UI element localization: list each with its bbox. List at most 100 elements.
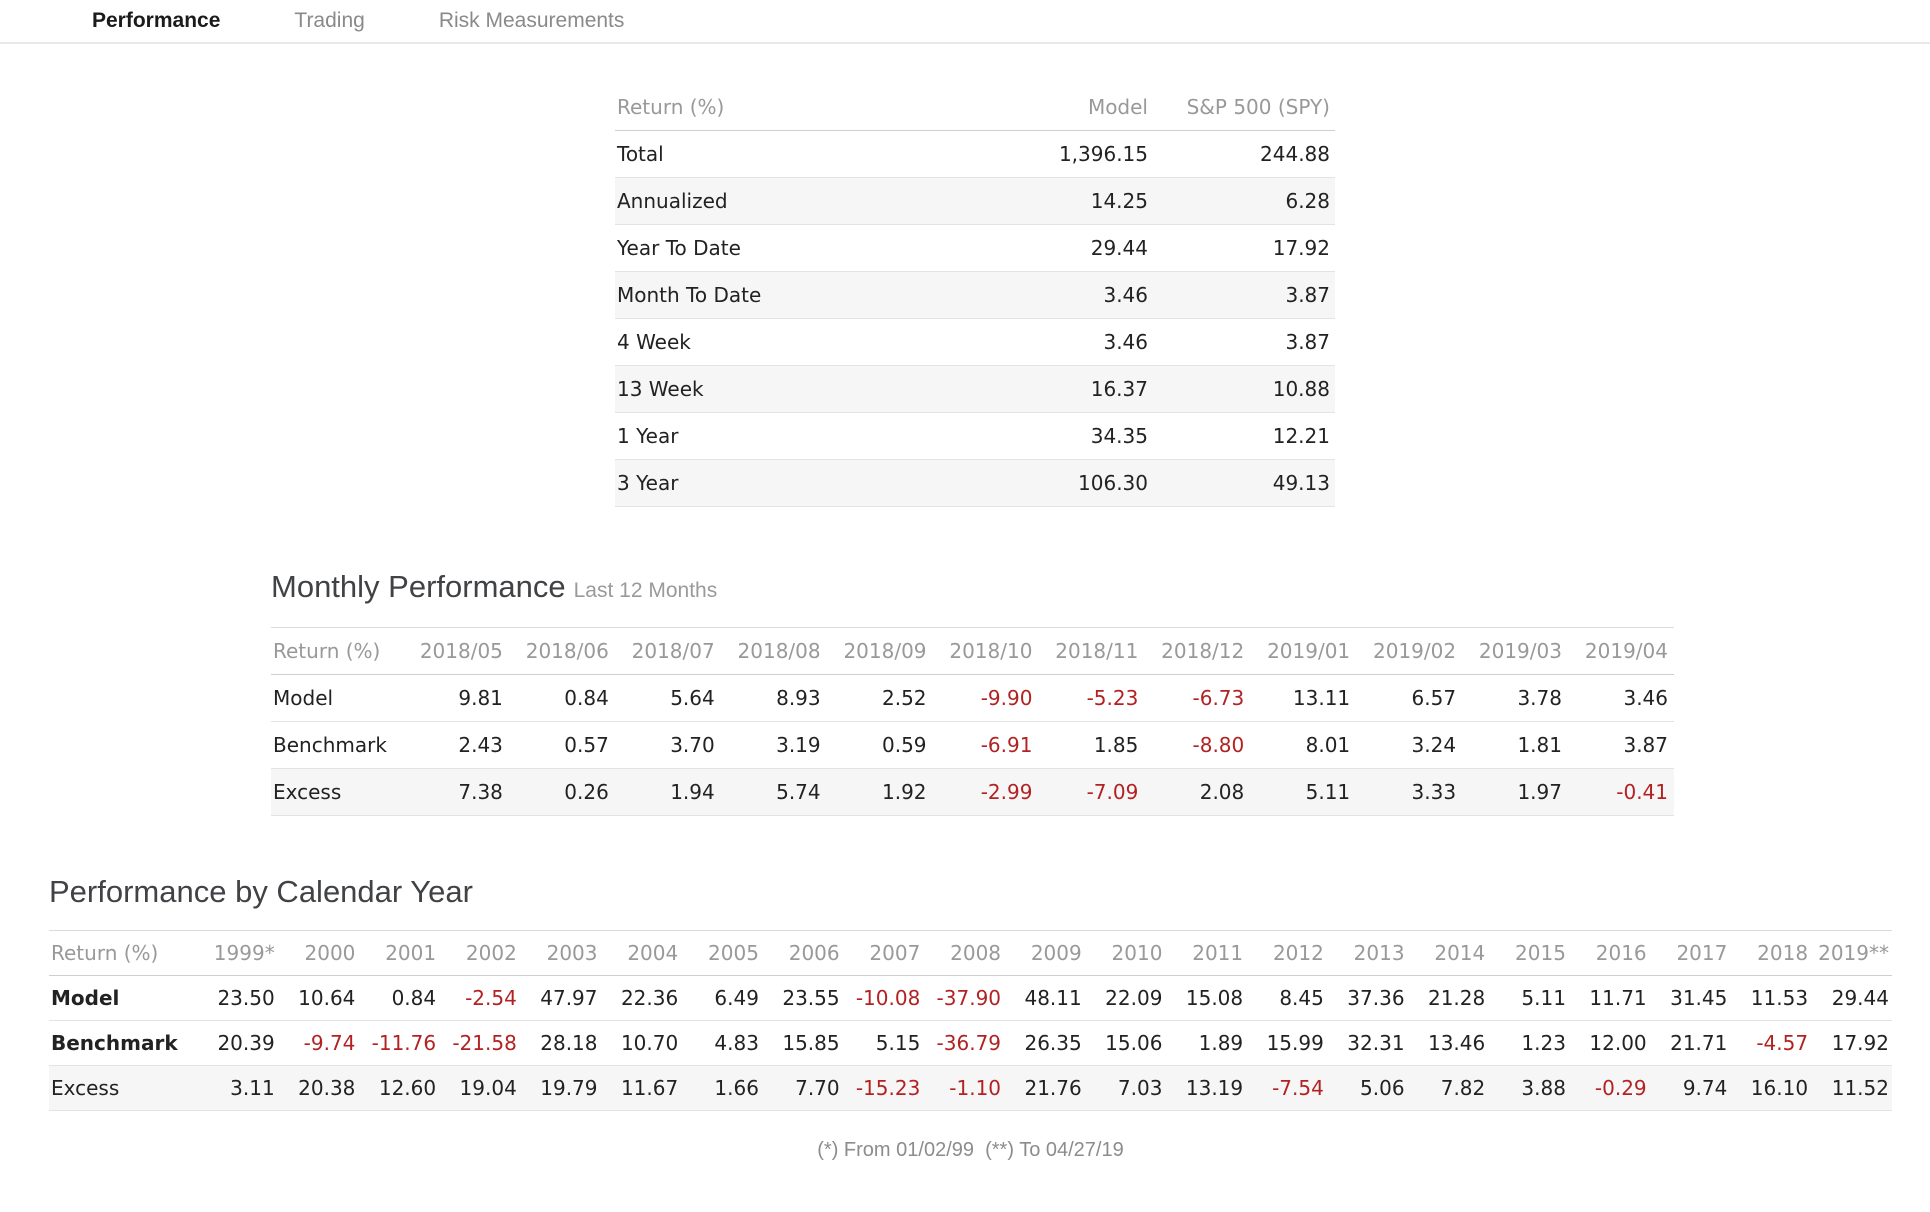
- column-header: 2019**: [1818, 941, 1889, 965]
- monthly-performance-title: Monthly Performance Last 12 Months: [271, 569, 1674, 605]
- value-cell: 7.70: [795, 1076, 840, 1100]
- returns-summary-table: Return (%) Model S&P 500 (SPY) Total 1,396.…: [615, 84, 1335, 507]
- table-row: 3 Year 106.30 49.13: [615, 459, 1335, 507]
- column-header: 2018/08: [737, 639, 821, 663]
- value-cell: 7.03: [1117, 1076, 1163, 1100]
- date-range-footnote: (*) From 01/02/99 (**) To 04/27/19: [817, 1139, 1124, 1161]
- column-header: 2001: [385, 941, 437, 965]
- table-row: Benchmark 20.39 -9.74 -11.76 -21.58 28.18 10.7…: [49, 1021, 1892, 1066]
- value-cell: 29.44: [1831, 986, 1889, 1010]
- returns-summary-section: Return (%) Model S&P 500 (SPY) Total 1,396.…: [615, 84, 1930, 507]
- table-corner-label: Return (%): [617, 95, 725, 119]
- value-cell: 17.92: [1831, 1031, 1889, 1055]
- value-cell: 1.23: [1521, 1031, 1566, 1055]
- value-cell: 20.38: [298, 1076, 356, 1100]
- row-label: Benchmark: [51, 1031, 178, 1055]
- value-cell: 0.59: [882, 733, 927, 757]
- value-cell: 13.11: [1292, 686, 1351, 710]
- value-cell: 1.89: [1198, 1031, 1244, 1055]
- value-cell: 21.71: [1670, 1031, 1728, 1055]
- value-cell: 8.45: [1279, 986, 1324, 1010]
- value-cell: 11.53: [1750, 986, 1809, 1010]
- value-cell: 7.38: [458, 780, 503, 804]
- value-cell: 6.28: [1285, 189, 1330, 213]
- value-cell: 3.19: [776, 733, 821, 757]
- row-label: Year To Date: [617, 236, 741, 260]
- value-cell: 11.71: [1589, 986, 1647, 1010]
- row-label: Excess: [51, 1076, 120, 1100]
- column-header: Model: [1087, 95, 1148, 119]
- monthly-performance-subtitle: Last 12 Months: [573, 579, 718, 602]
- value-cell: 48.11: [1024, 986, 1082, 1010]
- monthly-performance-title-text: Monthly Performance: [271, 569, 566, 604]
- value-cell: 22.09: [1105, 986, 1163, 1010]
- value-cell: -1.10: [949, 1076, 1002, 1100]
- value-cell: 11.52: [1831, 1076, 1889, 1100]
- column-header: 2004: [627, 941, 679, 965]
- value-cell: 23.55: [782, 986, 840, 1010]
- value-cell: 9.81: [458, 686, 503, 710]
- value-cell: 21.76: [1024, 1076, 1082, 1100]
- table-row: Benchmark 2.43 0.57 3.70 3.19 0.59 -6.91 1.85 -8…: [271, 722, 1674, 769]
- column-header: 2018/09: [843, 639, 927, 663]
- value-cell: 31.45: [1670, 986, 1728, 1010]
- value-cell: 1.92: [882, 780, 927, 804]
- row-label: Benchmark: [273, 733, 387, 757]
- table-row: 1 Year 34.35 12.21: [615, 413, 1335, 460]
- calendar-year-title: Performance by Calendar Year: [49, 874, 473, 909]
- value-cell: 10.64: [298, 986, 356, 1010]
- value-cell: 6.57: [1411, 686, 1457, 710]
- value-cell: 15.99: [1266, 1031, 1324, 1055]
- value-cell: 6.49: [714, 986, 759, 1010]
- table-row: Year To Date 29.44 17.92: [615, 225, 1335, 272]
- value-cell: 1.81: [1517, 733, 1562, 757]
- value-cell: 3.70: [670, 733, 715, 757]
- tab-trading[interactable]: Trading: [294, 9, 365, 32]
- value-cell: 0.26: [564, 780, 609, 804]
- value-cell: 12.60: [378, 1076, 437, 1100]
- value-cell: 16.10: [1750, 1076, 1809, 1100]
- value-cell: -10.08: [855, 986, 921, 1010]
- value-cell: 23.50: [217, 986, 275, 1010]
- value-cell: 3.87: [1285, 283, 1330, 307]
- column-header: 2008: [950, 941, 1002, 965]
- column-header: 2000: [304, 941, 356, 965]
- row-label: 3 Year: [617, 471, 679, 495]
- calendar-year-section: Performance by Calendar Year Return (%) 1…: [49, 874, 1892, 1162]
- tab-risk-measurements[interactable]: Risk Measurements: [438, 9, 625, 32]
- row-label: Model: [51, 986, 120, 1010]
- value-cell: 3.78: [1517, 686, 1562, 710]
- value-cell: 1,396.15: [1058, 142, 1148, 166]
- row-label: 1 Year: [617, 424, 679, 448]
- value-cell: 106.30: [1078, 471, 1148, 495]
- column-header: 2017: [1676, 941, 1728, 965]
- value-cell: -7.54: [1272, 1076, 1324, 1100]
- value-cell: 5.15: [875, 1031, 921, 1055]
- value-cell: -8.80: [1192, 733, 1245, 757]
- row-label: Total: [617, 142, 664, 166]
- table-row: Excess 3.11 20.38 12.60 19.04 19.79 11.67 1.66 7…: [49, 1065, 1892, 1111]
- value-cell: -4.57: [1756, 1031, 1809, 1055]
- value-cell: 3.33: [1411, 780, 1457, 804]
- column-header: 2018/07: [631, 639, 715, 663]
- value-cell: 3.88: [1521, 1076, 1566, 1100]
- value-cell: 29.44: [1090, 236, 1148, 260]
- value-cell: 11.67: [620, 1076, 679, 1100]
- value-cell: 1.66: [714, 1076, 759, 1100]
- tab-performance[interactable]: Performance: [92, 9, 221, 32]
- value-cell: 2.52: [882, 686, 927, 710]
- column-header: S&P 500 (SPY): [1186, 95, 1330, 119]
- header-row: Return (%) 1999* 2000 2001 2002 2003 2004 2005 2…: [49, 930, 1892, 976]
- column-header: 2005: [708, 941, 759, 965]
- calendar-year-table: Return (%) 1999* 2000 2001 2002 2003 2004 2005 2…: [49, 930, 1892, 1111]
- row-label: 4 Week: [617, 330, 691, 354]
- column-header: 2018/06: [525, 639, 609, 663]
- value-cell: 5.11: [1305, 780, 1351, 804]
- column-header: 2019/02: [1372, 639, 1457, 663]
- value-cell: 5.11: [1521, 986, 1566, 1010]
- table-corner-label: Return (%): [51, 941, 159, 965]
- value-cell: 10.88: [1272, 377, 1330, 401]
- value-cell: 5.06: [1360, 1076, 1405, 1100]
- value-cell: -6.73: [1192, 686, 1245, 710]
- value-cell: 2.43: [458, 733, 503, 757]
